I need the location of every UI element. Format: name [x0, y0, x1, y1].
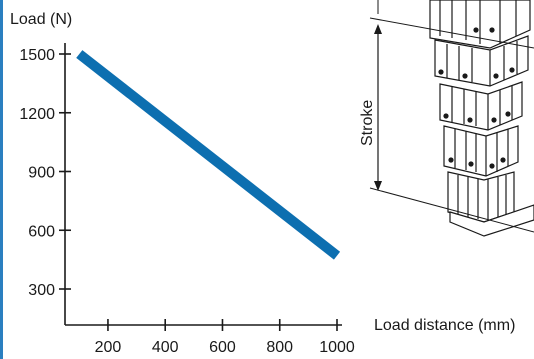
x-tick-label: 600	[209, 339, 236, 356]
x-tick-label: 800	[266, 339, 293, 356]
chart-axes	[64, 43, 342, 326]
x-axis-title: Load distance (mm)	[374, 317, 515, 334]
stroke-arrow-down	[374, 181, 382, 191]
x-tick-label: 1000	[319, 339, 355, 356]
load-series-line	[76, 50, 341, 260]
stroke-top-reference	[369, 17, 534, 49]
y-ticks: 300 600 900 1200 1500	[19, 47, 71, 299]
telescopic-column-drawing	[369, 0, 534, 237]
stroke-arrow-up	[374, 24, 382, 34]
stroke-dimension	[374, 24, 382, 191]
stroke-bottom-reference	[369, 187, 534, 233]
y-tick-label: 600	[28, 223, 55, 240]
stroke-label: Stroke	[359, 100, 376, 146]
series-layer	[76, 50, 341, 260]
x-ticks: 200 400 600 800 1000	[95, 319, 355, 356]
x-tick-label: 400	[152, 339, 179, 356]
y-tick-label: 1500	[19, 47, 55, 64]
y-tick-label: 1200	[19, 106, 55, 123]
y-tick-label: 900	[28, 165, 55, 182]
y-tick-label: 300	[28, 282, 55, 299]
x-tick-label: 200	[95, 339, 122, 356]
y-axis-title: Load (N)	[10, 11, 72, 28]
left-edge-strip	[0, 0, 3, 359]
